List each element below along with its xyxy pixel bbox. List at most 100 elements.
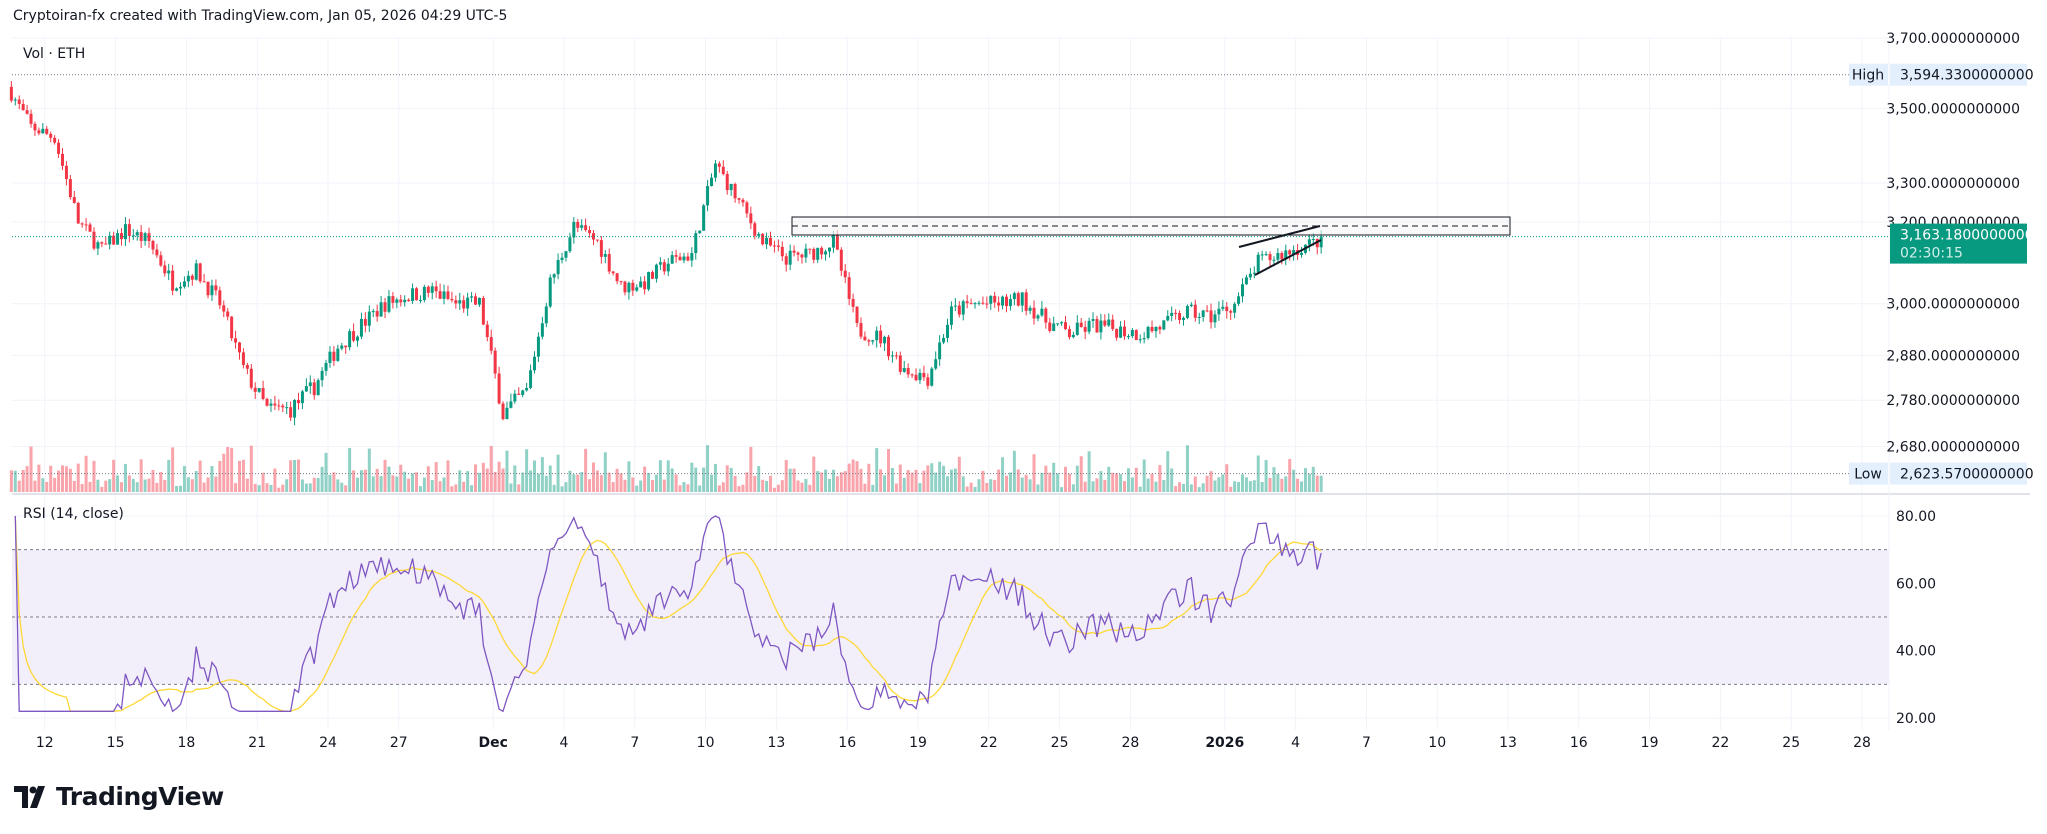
candle-body <box>540 323 544 337</box>
volume-bar <box>61 465 64 492</box>
candle-body <box>175 288 179 291</box>
candle-body <box>792 250 796 253</box>
volume-bar <box>560 486 564 492</box>
volume-bar <box>765 480 769 492</box>
volume-bar <box>1205 475 1209 492</box>
volume-bar <box>418 486 422 492</box>
time-tick-label: 12 <box>36 735 54 751</box>
volume-bar <box>694 467 698 492</box>
volume-bar <box>395 476 399 492</box>
tradingview-logo[interactable]: TradingView <box>14 782 224 811</box>
candle-body <box>859 323 863 337</box>
volume-bar <box>690 462 694 492</box>
volume-bar <box>1182 483 1185 492</box>
volume-bar <box>1296 478 1300 492</box>
volume-bar <box>910 472 914 492</box>
candle-body <box>938 342 942 360</box>
volume-bar <box>175 485 179 492</box>
candle-body <box>961 301 965 315</box>
candle-body <box>1154 326 1158 332</box>
candle-body <box>194 263 198 280</box>
volume-bar <box>206 477 210 492</box>
candle-body <box>68 179 72 198</box>
wedge-lower-line[interactable] <box>1254 239 1322 276</box>
volume-bar <box>202 482 206 492</box>
volume-bar <box>1217 477 1221 492</box>
rsi-lines <box>12 515 1889 713</box>
candle-body <box>867 340 871 342</box>
volume-bar <box>737 486 741 492</box>
candle-body <box>167 270 171 274</box>
candle-body <box>603 254 607 257</box>
volume-bar <box>505 450 509 492</box>
volume-bar <box>540 457 544 492</box>
candle-body <box>462 300 466 309</box>
candle-body <box>76 202 80 224</box>
candle-body <box>458 300 462 304</box>
volume-bar <box>662 479 666 492</box>
candle-body <box>143 233 147 241</box>
low-value: 2,623.5700000000 <box>1900 467 2034 483</box>
volume-bar <box>1311 466 1315 492</box>
candle-body <box>981 302 985 304</box>
candle-body <box>1225 306 1229 312</box>
candle-body <box>179 286 182 289</box>
wedge-upper-line[interactable] <box>1238 225 1321 248</box>
candle-body <box>926 377 930 386</box>
price-tick-label: 2,680.0000000000 <box>1886 440 2020 456</box>
volume-bar <box>308 483 312 492</box>
candle-body <box>796 252 800 255</box>
drawings[interactable] <box>791 216 1511 276</box>
volume-bar <box>1146 478 1150 492</box>
volume-bar <box>965 486 969 492</box>
volume-bar <box>41 478 45 492</box>
rsi-tick-label: 20.00 <box>1896 711 1936 727</box>
volume-bar <box>1225 464 1229 492</box>
volume-bar <box>92 460 96 492</box>
candle-body <box>1260 254 1264 256</box>
volume-bar <box>1064 466 1067 492</box>
volume-bar <box>265 483 269 492</box>
candle-body <box>249 368 253 388</box>
volume-bar <box>934 472 938 492</box>
candle-body <box>1064 322 1067 330</box>
candle-body <box>226 311 230 317</box>
candle-body <box>442 291 446 299</box>
candle-body <box>37 130 41 134</box>
candle-body <box>1087 320 1091 332</box>
volume-bar <box>985 482 989 492</box>
candle-body <box>33 123 37 131</box>
candle-body <box>218 290 222 306</box>
candle-body <box>100 242 104 244</box>
candle-body <box>210 285 214 296</box>
volume-bar <box>1189 484 1193 492</box>
volume-bar <box>1154 481 1158 492</box>
candle-body <box>13 99 17 101</box>
time-tick-label: 25 <box>1782 735 1800 751</box>
volume-bar <box>1060 487 1064 492</box>
volume-bar <box>757 466 761 492</box>
candle-body <box>1138 339 1142 341</box>
candle-body <box>1209 310 1213 323</box>
volume-bar <box>57 470 61 492</box>
candle-body <box>1158 326 1162 330</box>
time-tick-label: 27 <box>390 735 408 751</box>
candle-body <box>1221 306 1225 309</box>
candle-body <box>922 372 926 378</box>
volume-bar <box>1229 486 1233 492</box>
rsi-axis[interactable]: 80.00 60.00 40.00 20.00 <box>1896 509 1936 727</box>
candle-body <box>525 387 529 391</box>
volume-bar <box>312 477 316 492</box>
candle-body <box>367 311 371 326</box>
candle-body <box>297 399 300 404</box>
volume-bar <box>167 459 171 492</box>
volume-bar <box>1307 473 1311 492</box>
volume-bar <box>470 485 474 492</box>
volume-bar <box>249 445 253 492</box>
candle-body <box>1276 252 1280 260</box>
volume-bar <box>824 469 828 492</box>
time-tick-label: 16 <box>1570 735 1588 751</box>
candle-body <box>131 235 135 237</box>
time-axis[interactable]: 12 15 18 21 24 27 Dec 4 7 10 13 16 19 22 25 28 2026 4 7 10 1… <box>36 735 1871 751</box>
